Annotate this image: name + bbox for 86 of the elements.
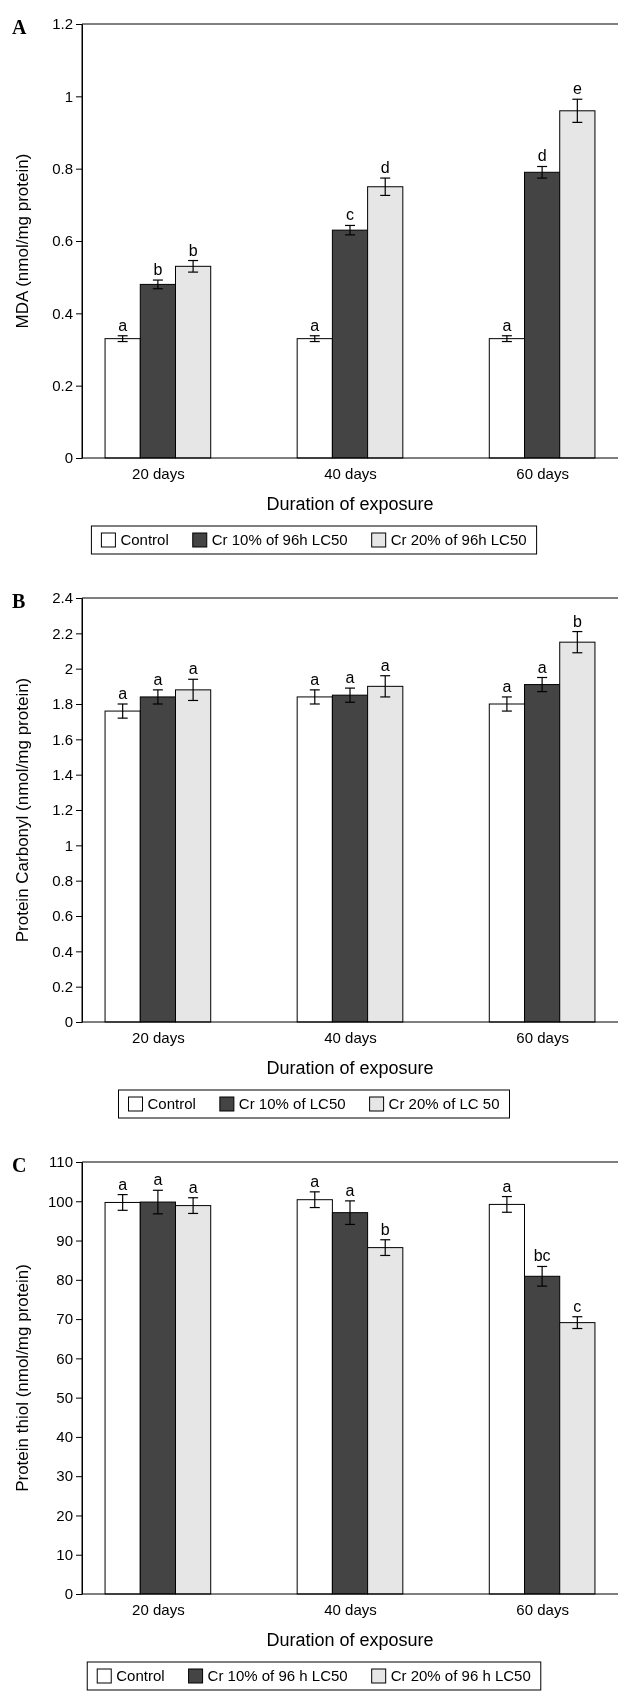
y-tick-label: 0 — [64, 1585, 73, 1603]
x-tick-label: 20 days — [132, 1600, 185, 1618]
y-tick-label: 2.2 — [52, 624, 73, 642]
x-tick-label: 40 days — [324, 1028, 377, 1046]
data-label: a — [118, 685, 128, 702]
data-label: c — [573, 1297, 582, 1315]
chart-title: C — [12, 1154, 27, 1176]
y-tick-label: 0.4 — [52, 304, 73, 322]
y-tick-label: 90 — [56, 1231, 73, 1249]
data-label: a — [310, 1172, 320, 1190]
x-axis-title: Duration of exposure — [266, 1058, 434, 1078]
y-tick-label: 70 — [56, 1310, 73, 1328]
data-label: b — [188, 241, 198, 259]
data-label: a — [380, 656, 390, 674]
y-tick-label: 2.4 — [52, 589, 73, 607]
legend-label: Control — [147, 1095, 196, 1112]
y-tick-label: 0 — [64, 449, 73, 467]
x-tick-label: 20 days — [132, 464, 185, 482]
x-axis-title: Duration of exposure — [266, 1630, 434, 1650]
data-label: a — [118, 316, 128, 334]
x-axis-title: Duration of exposure — [266, 494, 434, 514]
x-tick-label: 60 days — [516, 1600, 569, 1618]
legend-label: Cr 20% of 96h LC50 — [390, 531, 527, 548]
x-tick-label: 20 days — [132, 1028, 185, 1046]
data-label: b — [153, 261, 163, 279]
data-label: a — [153, 1171, 163, 1189]
y-axis-title: MDA (nmol/mg protein) — [13, 153, 32, 329]
y-tick-label: 0.8 — [52, 871, 73, 889]
data-label: a — [188, 1178, 198, 1196]
y-tick-label: 80 — [56, 1271, 73, 1289]
legend-label: Cr 10% of 96h LC50 — [211, 531, 348, 548]
legend-label: Cr 20% of LC 50 — [388, 1095, 500, 1112]
legend-label: Cr 10% of 96 h LC50 — [207, 1667, 348, 1684]
legend-label: Control — [120, 531, 169, 548]
data-label: d — [537, 147, 547, 165]
y-tick-label: 0.6 — [52, 907, 73, 925]
y-axis-title: Protein Carbonyl (nmol/mg protein) — [13, 677, 32, 943]
y-tick-label: 40 — [56, 1428, 73, 1446]
y-tick-label: 0.6 — [52, 232, 73, 250]
y-tick-label: 50 — [56, 1388, 73, 1406]
y-tick-label: 1.6 — [52, 730, 73, 748]
data-label: d — [380, 159, 390, 177]
chart-title: B — [12, 590, 26, 612]
data-label: b — [572, 612, 582, 630]
y-tick-label: 60 — [56, 1349, 73, 1367]
y-tick-label: 0.2 — [52, 376, 73, 394]
legend-label: Cr 10% of LC50 — [238, 1095, 346, 1112]
data-label: a — [345, 669, 355, 687]
y-tick-label: 1 — [64, 836, 73, 854]
y-axis-title: Protein thiol (nmol/mg protein) — [13, 1264, 32, 1492]
y-tick-label: 0.4 — [52, 942, 73, 960]
y-tick-label: 110 — [49, 1153, 73, 1171]
chart-title: A — [12, 16, 27, 38]
x-tick-label: 40 days — [324, 1600, 377, 1618]
y-tick-label: 1.4 — [52, 765, 73, 783]
data-label: b — [380, 1220, 390, 1238]
y-tick-label: 1.8 — [52, 695, 73, 713]
data-label: a — [502, 677, 512, 695]
data-label: a — [310, 670, 320, 688]
x-tick-label: 60 days — [516, 464, 569, 482]
y-tick-label: 100 — [47, 1192, 73, 1210]
legend-label: Control — [116, 1667, 165, 1684]
data-label: a — [537, 658, 547, 676]
y-tick-label: 10 — [56, 1546, 73, 1564]
y-tick-label: 2 — [64, 659, 73, 677]
y-tick-label: 0 — [64, 1013, 73, 1031]
x-tick-label: 40 days — [324, 464, 377, 482]
y-tick-label: 30 — [56, 1467, 73, 1485]
legend-label: Cr 20% of 96 h LC50 — [390, 1667, 531, 1684]
y-tick-label: 20 — [56, 1506, 73, 1524]
data-label: a — [345, 1181, 355, 1199]
y-tick-label: 1.2 — [52, 15, 73, 33]
data-label: a — [118, 1175, 128, 1193]
data-label: a — [310, 316, 320, 334]
data-label: bc — [533, 1247, 551, 1265]
data-label: c — [346, 206, 354, 224]
data-label: a — [502, 1177, 512, 1195]
data-label: a — [153, 670, 163, 688]
y-tick-label: 1 — [64, 87, 73, 105]
data-label: a — [502, 316, 512, 334]
data-label: a — [188, 660, 198, 678]
y-tick-label: 1.2 — [52, 801, 73, 819]
x-tick-label: 60 days — [516, 1028, 569, 1046]
y-tick-label: 0.2 — [52, 977, 73, 995]
y-tick-label: 0.8 — [52, 159, 73, 177]
data-label: e — [572, 80, 582, 98]
